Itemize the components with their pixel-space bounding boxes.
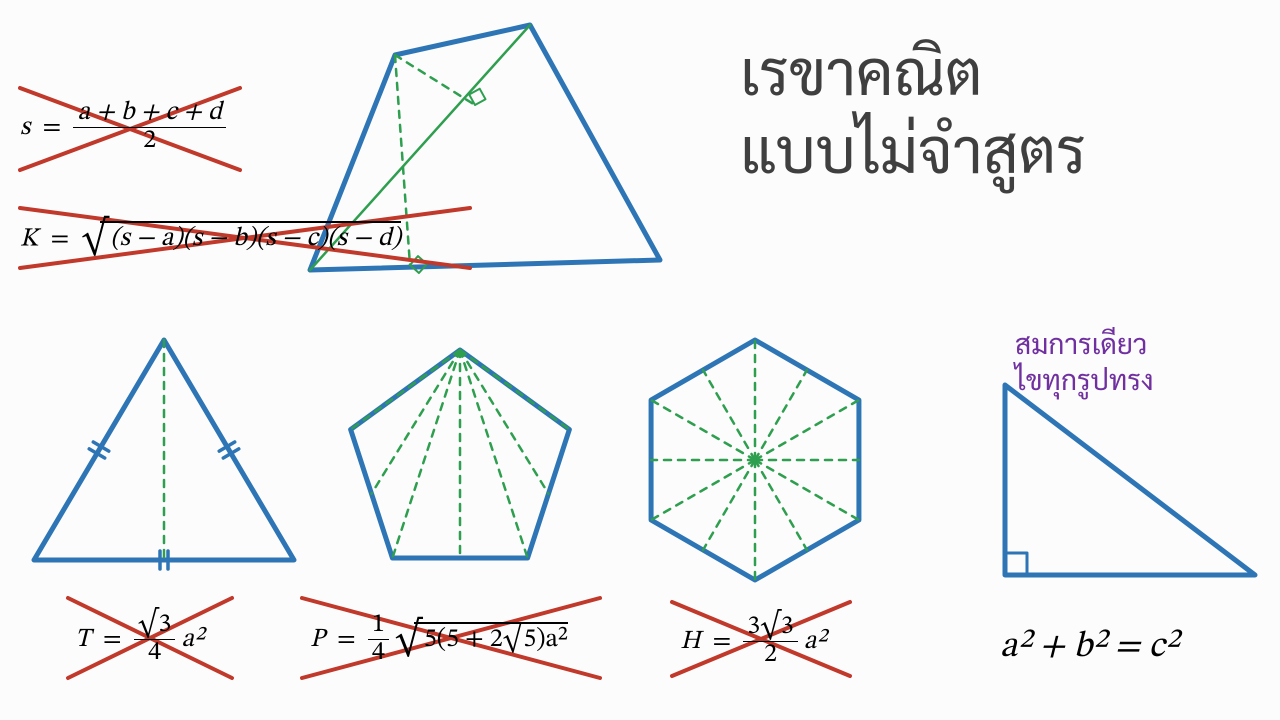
p-sqrt: 5(5 + 2√5)a² [422,627,568,653]
k-lhs: K [20,226,38,252]
subtitle-line1: สมการเดียว [1015,325,1154,361]
formula-pythagoras: a² + b² = c² [1000,625,1178,670]
pythag-text: a² + b² = c² [1000,629,1178,665]
s-lhs: s [20,115,30,141]
t-num: √3 [134,612,176,640]
h-lhs: H [680,629,700,655]
t-den: 4 [134,640,176,667]
formula-h: H = 3√3 2 a² [680,614,826,670]
k-arg: (s − a)(s − b)(s − c)(s − d) [108,226,401,252]
p-lhs: P [310,627,325,653]
title-line2: แบบไม่จำสูตร [740,110,1260,188]
p-fden: 4 [368,640,389,667]
title-line1: เรขาคณิต [740,32,1260,110]
formula-k: K = √(s − a)(s − b)(s − c)(s − d) [20,218,401,260]
p-fnum: 1 [368,612,389,640]
h-den: 2 [743,642,797,669]
t-lhs: T [75,627,91,653]
s-num: a + b + c + d [73,100,225,128]
formula-p: P = 1 4 √5(5 + 2√5)a² [310,612,568,668]
t-tail: a² [182,627,204,653]
s-den: 2 [73,128,225,155]
h-tail: a² [804,629,826,655]
formula-t: T = √3 4 a² [75,612,204,668]
subtitle-line2: ไขทุกรูปทรง [1015,361,1154,397]
formula-s: s = a + b + c + d 2 [20,100,226,156]
subtitle-block: สมการเดียว ไขทุกรูปทรง [1015,325,1154,398]
h-num: 3√3 [743,614,797,642]
title-block: เรขาคณิต แบบไม่จำสูตร [740,32,1260,187]
